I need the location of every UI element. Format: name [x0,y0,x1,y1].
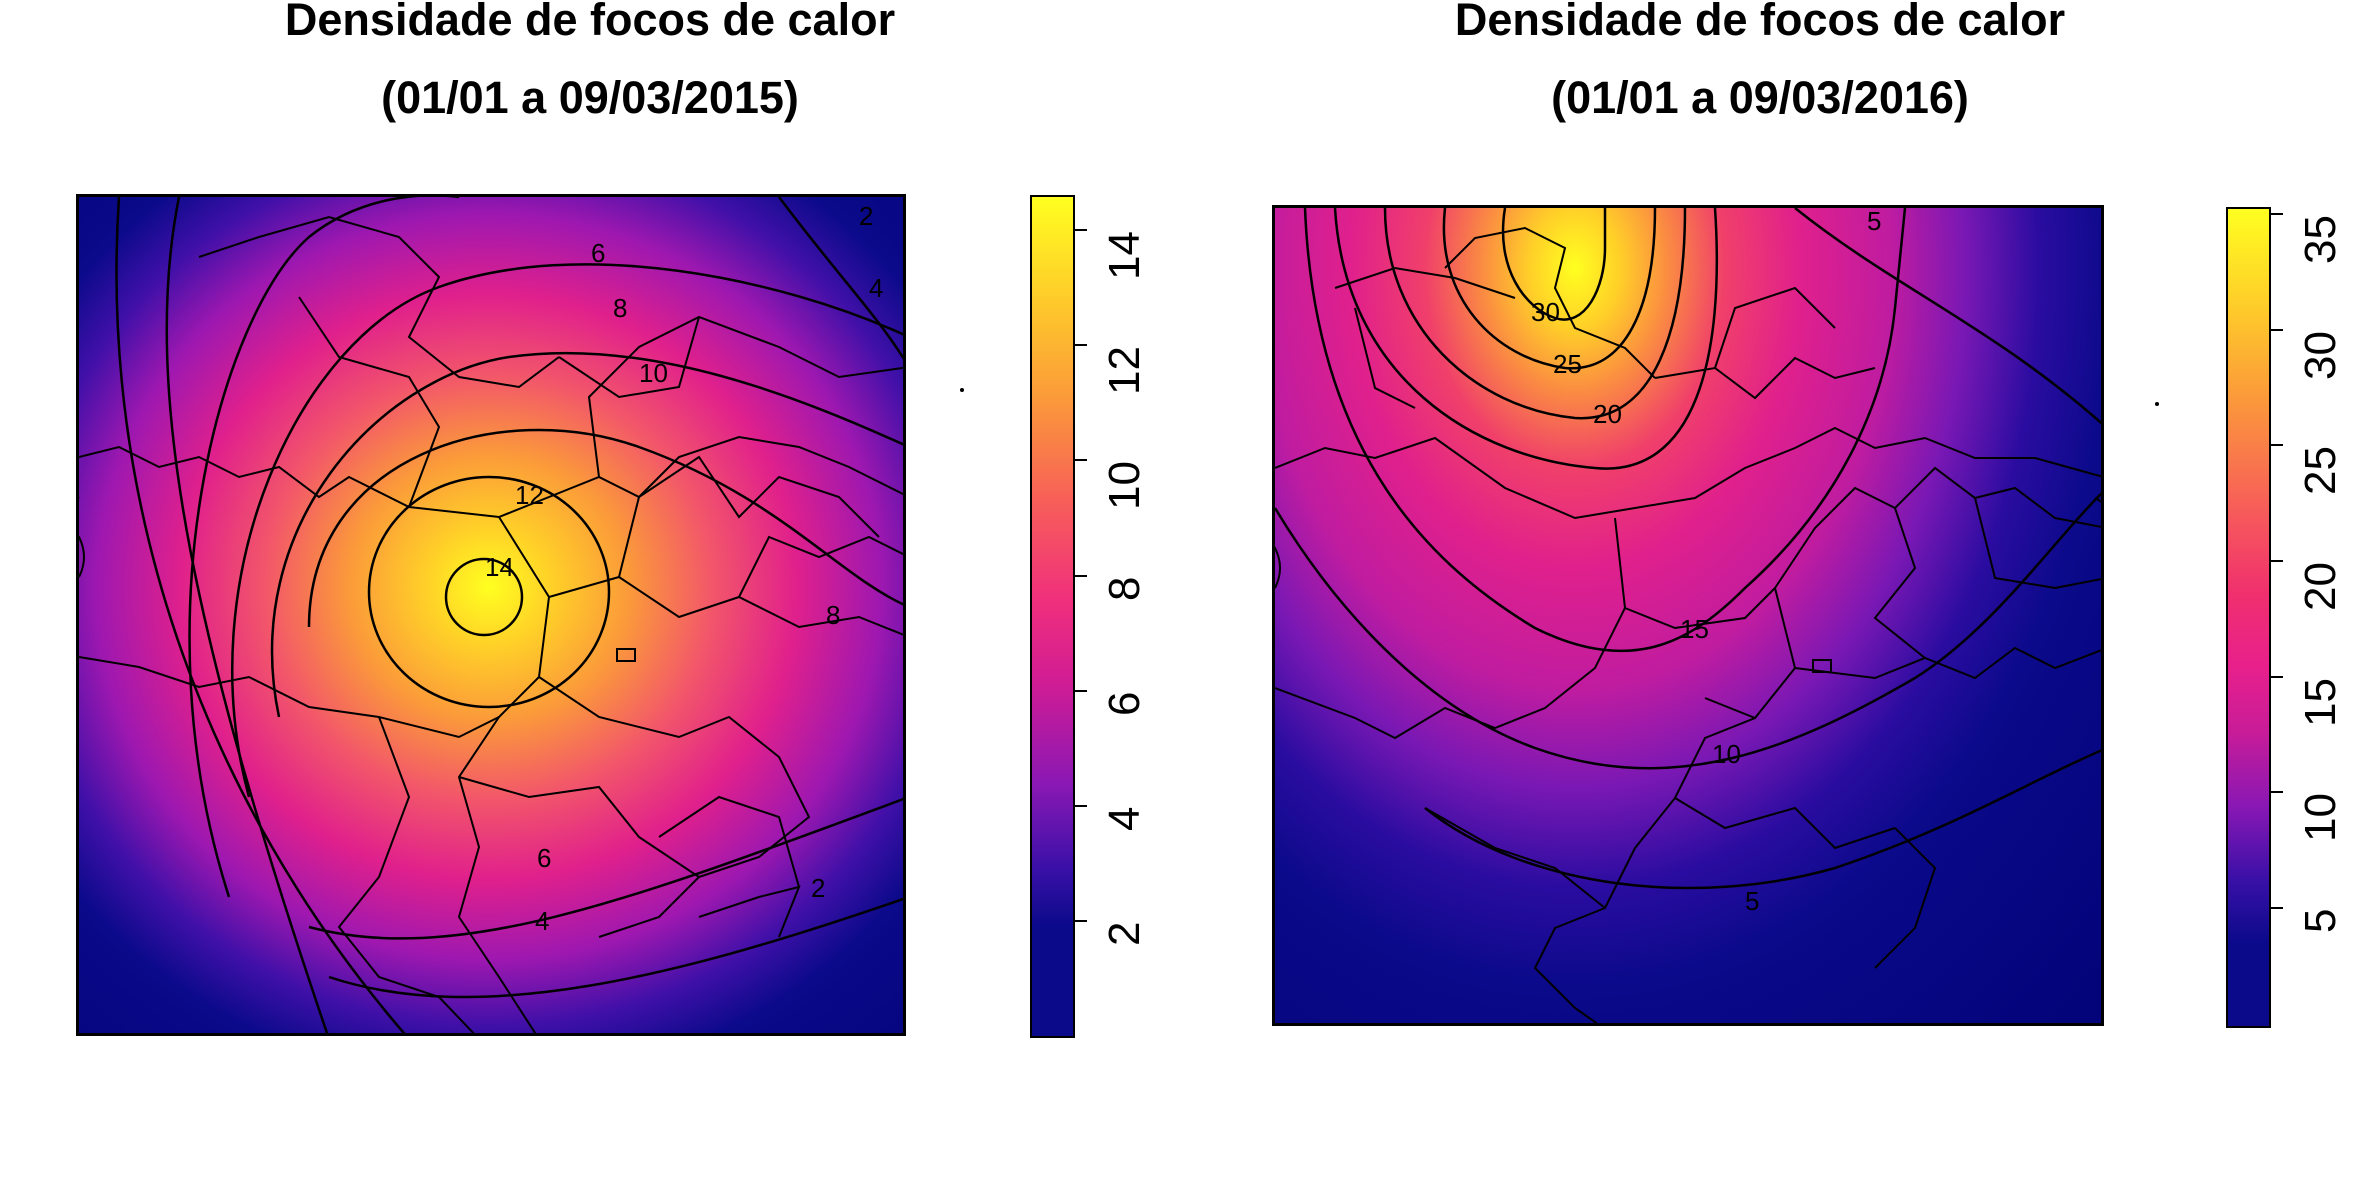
contour-lines [115,197,903,1033]
legend-tick-label: 14 [1100,231,1149,280]
legend-tick-label: 4 [1100,806,1149,831]
contour-label: 30 [1531,297,1560,327]
legend-tick [2271,676,2283,678]
stray-dot [960,388,964,392]
legend-tick-label: 10 [2296,793,2345,842]
contour-labels: 2 4 6 8 10 12 14 8 6 4 2 [485,201,883,936]
legend-tick [1075,229,1087,231]
contour-label: 2 [859,201,873,231]
legend-tick-label: 2 [1100,921,1149,946]
panel-subtitle: (01/01 a 09/03/2016) [1551,72,1969,123]
contour-label: 12 [515,480,544,510]
legend-tick-label: 6 [1100,691,1149,716]
contour-label: 5 [1867,208,1881,236]
panel-title: Densidade de focos de calor [284,0,896,45]
legend-tick [2271,560,2283,562]
contour-label: 4 [535,906,549,936]
state-borders [1275,226,2101,1023]
legend-tick [2271,213,2283,215]
panel-2015: Densidade de focos de calor (01/01 a 09/… [20,0,1120,1181]
legend-tick [1075,920,1087,922]
legend-tick [2271,907,2283,909]
contour-label: 4 [869,273,883,303]
legend-tick-label: 8 [1100,576,1149,601]
legend-tick [1075,575,1087,577]
contour-labels: 5 30 25 20 15 10 5 [1531,208,1881,916]
legend-tick-label: 25 [2296,446,2345,495]
contour-label: 6 [537,843,551,873]
legend-tick [1075,459,1087,461]
legend-tick-label: 15 [2296,678,2345,727]
contour-label: 8 [826,600,840,630]
density-map-2015: 2 4 6 8 10 12 14 8 6 4 2 [76,194,906,1036]
legend-tick-label: 5 [2296,908,2345,933]
contour-lines [1275,208,2101,890]
contour-label: 6 [591,238,605,268]
contour-label: 10 [1712,739,1741,769]
legend-tick [1075,344,1087,346]
legend-tick [1075,690,1087,692]
legend-tick [2271,791,2283,793]
state-borders [79,215,903,1033]
legend-tick-label: 30 [2296,331,2345,380]
contour-label: 5 [1745,886,1759,916]
legend-tick-label: 20 [2296,562,2345,611]
contour-label: 15 [1680,614,1709,644]
color-legend-2016 [2226,207,2271,1028]
legend-tick-label: 35 [2296,215,2345,264]
legend-tick-label: 12 [1100,346,1149,395]
legend-tick [1075,805,1087,807]
contour-label: 20 [1593,399,1622,429]
contour-label: 25 [1553,349,1582,379]
contour-label: 10 [639,358,668,388]
density-map-2016: 5 30 25 20 15 10 5 [1272,205,2104,1026]
contour-label: 14 [485,552,514,582]
panel-title: Densidade de focos de calor [1454,0,2066,45]
panel-2016: Densidade de focos de calor (01/01 a 09/… [1210,0,2310,1181]
stray-dot [2155,402,2159,406]
contour-label: 8 [613,293,627,323]
panel-subtitle: (01/01 a 09/03/2015) [381,72,799,123]
legend-tick [2271,444,2283,446]
color-legend-2015 [1030,195,1075,1038]
legend-tick [2271,329,2283,331]
legend-tick-label: 10 [1100,461,1149,510]
contour-label: 2 [811,873,825,903]
